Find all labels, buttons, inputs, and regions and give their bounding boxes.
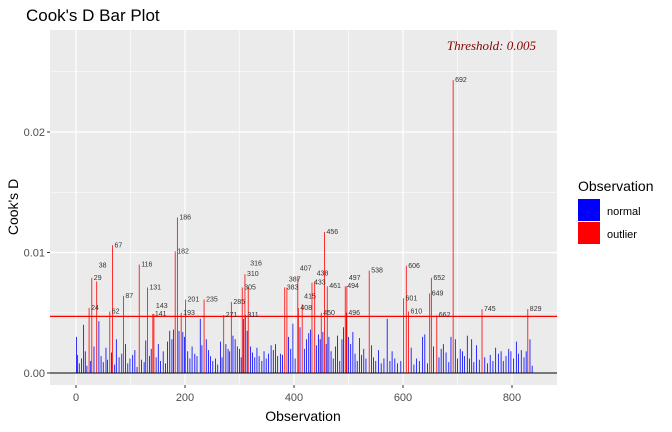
- outlier-label: 433: [314, 280, 326, 287]
- outlier-label: 38: [99, 262, 107, 269]
- outlier-label: 407: [300, 266, 312, 273]
- outlier-label: 652: [433, 275, 445, 282]
- y-axis: 0.00 0.01 0.02: [24, 127, 50, 380]
- plot-panel: [50, 30, 557, 385]
- outlier-label: 438: [317, 270, 329, 277]
- y-tick-label: 0.02: [24, 127, 45, 139]
- legend-key-normal: [578, 199, 600, 221]
- outlier-label: 285: [233, 299, 245, 306]
- outlier-label: 745: [484, 306, 496, 313]
- outlier-label: 456: [327, 229, 339, 236]
- x-tick-label: 800: [503, 392, 521, 404]
- x-tick-label: 400: [285, 392, 303, 404]
- outlier-label: 692: [455, 77, 467, 84]
- threshold-annotation: Threshold: 0.005: [447, 38, 537, 53]
- outlier-label: 87: [125, 293, 133, 300]
- outlier-label: 29: [94, 275, 102, 282]
- outlier-label: 62: [112, 309, 120, 316]
- legend-label-outlier: outlier: [607, 229, 637, 241]
- outlier-label: 116: [141, 262, 152, 269]
- outlier-label: 649: [432, 290, 444, 297]
- outlier-label: 461: [329, 283, 341, 290]
- outlier-label: 387: [289, 276, 301, 283]
- outlier-label: 235: [206, 296, 218, 303]
- bars: [76, 80, 533, 373]
- outlier-label: 141: [155, 311, 167, 318]
- legend: Observation normal outlier: [578, 178, 653, 244]
- outlier-label: 408: [300, 305, 312, 312]
- outlier-label: 131: [149, 284, 161, 291]
- y-tick-label: 0.01: [24, 248, 45, 260]
- outlier-label: 415: [304, 293, 316, 300]
- outlier-label: 193: [183, 310, 195, 317]
- outlier-label: 271: [226, 312, 238, 319]
- legend-key-outlier: [578, 222, 600, 244]
- outlier-label: 143: [156, 303, 168, 310]
- x-tick-label: 600: [394, 392, 412, 404]
- outlier-label: 186: [179, 215, 191, 222]
- outlier-label: 316: [250, 260, 262, 267]
- outlier-label: 610: [410, 309, 422, 316]
- outlier-label: 182: [177, 248, 189, 255]
- outlier-label: 496: [348, 310, 360, 317]
- outlier-label: 494: [347, 283, 359, 290]
- outlier-label: 662: [439, 312, 451, 319]
- x-axis: 0 200 400 600 800: [73, 385, 521, 404]
- outlier-label: 538: [371, 268, 383, 275]
- x-axis-title: Observation: [265, 408, 340, 424]
- outlier-label: 601: [406, 295, 418, 302]
- outlier-label: 201: [188, 296, 200, 303]
- y-tick-label: 0.00: [24, 368, 45, 380]
- chart-title: Cook's D Bar Plot: [26, 6, 160, 25]
- x-tick-label: 0: [73, 392, 79, 404]
- y-axis-title: Cook's D: [5, 179, 21, 235]
- outlier-label: 383: [287, 284, 299, 291]
- outlier-label: 310: [247, 271, 259, 278]
- outlier-label: 497: [349, 275, 361, 282]
- outlier-label: 450: [323, 310, 335, 317]
- legend-title: Observation: [578, 178, 653, 194]
- outlier-label: 305: [244, 284, 256, 291]
- outlier-label: 829: [530, 306, 542, 313]
- outlier-label: 311: [247, 312, 258, 319]
- x-tick-label: 200: [176, 392, 194, 404]
- outlier-label: 67: [115, 242, 123, 249]
- outlier-label: 606: [408, 263, 420, 270]
- legend-label-normal: normal: [607, 206, 641, 218]
- outlier-label: 24: [91, 305, 99, 312]
